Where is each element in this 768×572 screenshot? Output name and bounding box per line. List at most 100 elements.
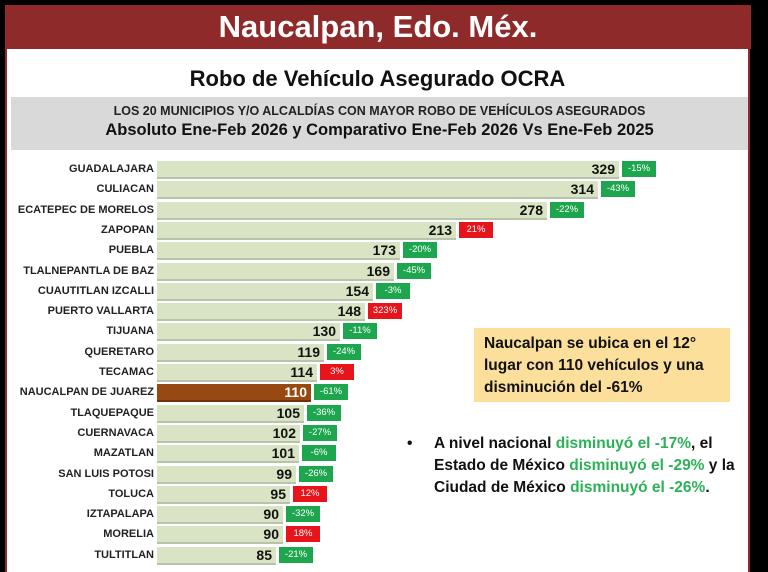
change-badge: -22% (550, 201, 584, 218)
category-label: SAN LUIS POTOSI (58, 467, 154, 480)
bullet-icon: • (407, 435, 413, 452)
change-badge: -3% (376, 282, 410, 299)
category-label: PUERTO VALLARTA (47, 305, 154, 318)
bar-value: 102 (272, 424, 296, 441)
category-label: TULTITLAN (94, 548, 154, 561)
value-bar (157, 221, 456, 240)
value-bar (157, 445, 299, 464)
value-bar (157, 181, 598, 200)
value-bar (157, 323, 340, 342)
value-bar (157, 201, 547, 220)
subtitle-band: LOS 20 MUNICIPIOS Y/O ALCALDÍAS CON MAYO… (11, 97, 748, 150)
chart-row: QUERETARO 119 -24% (7, 343, 747, 362)
category-label: CUERNAVACA (77, 426, 154, 439)
change-badge: -61% (314, 384, 348, 401)
category-label: QUERETARO (84, 345, 154, 358)
cdmx-change: disminuyó el -26% (570, 479, 706, 496)
change-badge: 18% (286, 526, 320, 543)
national-summary: • A nivel nacional disminuyó el -17%, el… (407, 433, 752, 499)
category-label: IZTAPALAPA (86, 508, 154, 521)
change-badge: 21% (459, 221, 493, 238)
edomex-change: disminuyó el -29% (569, 457, 705, 474)
change-badge: -24% (327, 343, 361, 360)
change-badge: 12% (293, 485, 327, 502)
category-label: PUEBLA (108, 244, 154, 257)
value-bar (157, 242, 400, 261)
chart-row: CUAUTITLAN IZCALLI 154 -3% (7, 282, 747, 301)
bar-value: 85 (256, 546, 272, 563)
value-bar (157, 282, 373, 301)
category-label: MAZATLAN (93, 447, 154, 460)
category-label: NAUCALPAN DE JUAREZ (19, 386, 154, 399)
change-badge: -6% (302, 445, 336, 462)
category-label: MORELIA (103, 528, 154, 541)
value-bar (157, 485, 290, 504)
summary-text: . (705, 479, 710, 496)
chart-row: CULIACAN 314 -43% (7, 181, 747, 200)
chart-row: SAN LUIS POTOSI 99 -26% (7, 465, 747, 484)
value-bar (157, 303, 365, 322)
category-label: TLALNEPANTLA DE BAZ (23, 264, 154, 277)
national-change: disminuyó el -17% (555, 435, 691, 452)
bar-value: 95 (270, 485, 286, 502)
bar-value: 278 (519, 201, 543, 218)
chart-row: TULTITLAN 85 -21% (7, 546, 747, 565)
value-bar (157, 343, 324, 362)
category-label: CUAUTITLAN IZCALLI (37, 284, 154, 297)
bar-value: 130 (312, 323, 336, 340)
header-title: Naucalpan, Edo. Méx. (218, 9, 538, 44)
chart-row: NAUCALPAN DE JUAREZ 110 -61% (7, 384, 747, 403)
category-label: TECAMAC (99, 366, 154, 378)
chart-row: PUERTO VALLARTA 148 323% (7, 303, 747, 322)
category-label: ECATEPEC DE MORELOS (17, 203, 154, 216)
bar-value: 90 (263, 506, 279, 523)
chart-row: TLALNEPANTLA DE BAZ 169 -45% (7, 262, 747, 281)
change-badge: -27% (303, 424, 337, 441)
value-bar (157, 546, 276, 565)
value-bar (157, 404, 304, 423)
subtitle-line-2: Absoluto Ene-Feb 2026 y Comparativo Ene-… (105, 121, 654, 139)
change-badge: -43% (601, 181, 635, 198)
value-bar (157, 465, 296, 484)
chart-row: TLAQUEPAQUE 105 -36% (7, 404, 747, 423)
chart-row: ECATEPEC DE MORELOS 278 -22% (7, 201, 747, 220)
bar-value: 213 (428, 221, 452, 238)
chart-row: MAZATLAN 101 -6% (7, 445, 747, 464)
slide-title: Robo de Vehículo Asegurado OCRA (189, 66, 566, 91)
bar-value: 105 (276, 404, 300, 421)
change-badge: -26% (299, 465, 333, 482)
category-label: ZAPOPAN (101, 223, 154, 236)
bar-value: 314 (570, 181, 594, 198)
header-bar: Naucalpan, Edo. Méx. (5, 5, 751, 49)
summary-text: y la Ciudad de México (434, 457, 735, 496)
change-badge: -32% (286, 506, 320, 523)
category-label: TIJUANA (106, 325, 154, 338)
subtitle-line-1: LOS 20 MUNICIPIOS Y/O ALCALDÍAS CON MAYO… (113, 104, 646, 118)
change-badge: 323% (368, 303, 402, 320)
value-bar (157, 262, 394, 281)
value-bar (157, 424, 300, 443)
chart-row: CUERNAVACA 102 -27% (7, 424, 747, 443)
naucalpan-note: Naucalpan se ubica en el 12° lugar con 1… (474, 328, 730, 402)
value-bar (157, 526, 283, 545)
chart-row: TIJUANA 130 -11% (7, 323, 747, 342)
chart-row: TOLUCA 95 12% (7, 485, 747, 504)
bar-value: 99 (276, 465, 292, 482)
change-badge: -11% (343, 323, 377, 340)
bar-value: 154 (345, 282, 369, 299)
value-bar (157, 506, 283, 525)
chart-row: MORELIA 90 18% (7, 526, 747, 545)
change-badge: -21% (279, 546, 313, 563)
category-label: CULIACAN (96, 183, 154, 196)
category-label: GUADALAJARA (69, 163, 154, 175)
chart-row: IZTAPALAPA 90 -32% (7, 506, 747, 525)
change-badge: -36% (307, 404, 341, 421)
summary-text: A nivel nacional (434, 435, 556, 452)
bar-value: 148 (337, 303, 361, 320)
chart-row: TECAMAC 114 3% (7, 364, 747, 382)
change-badge: -45% (397, 262, 431, 279)
value-bar (157, 364, 317, 382)
bar-value: 119 (297, 343, 320, 360)
bar-value: 114 (290, 364, 313, 380)
chart-row: GUADALAJARA 329 -15% (7, 161, 747, 179)
